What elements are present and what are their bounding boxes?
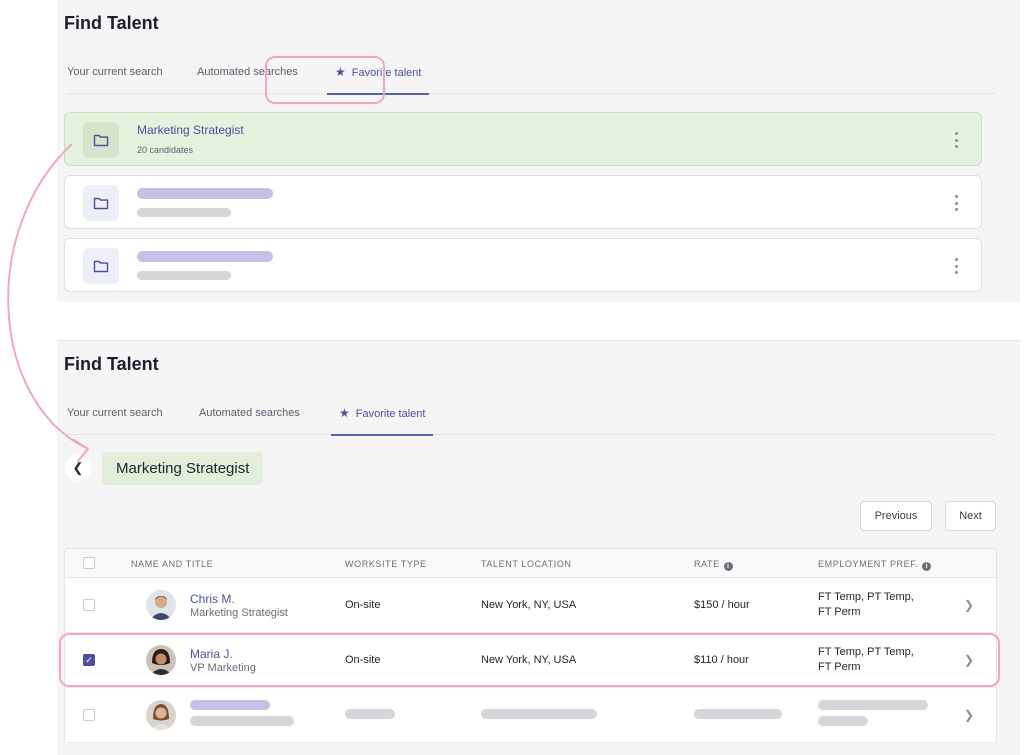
select-all-checkbox[interactable]	[83, 557, 95, 569]
next-button[interactable]: Next	[945, 501, 996, 531]
info-icon[interactable]: i	[723, 562, 733, 571]
favorites-list-panel: Find Talent Your current search Automate…	[57, 0, 1020, 302]
chevron-right-icon[interactable]: ❯	[963, 653, 974, 667]
table-row[interactable]: Chris M. Marketing Strategist On-site Ne…	[64, 578, 997, 633]
skeleton-location	[481, 709, 597, 719]
tab-bar: Your current search Automated searches ★…	[67, 54, 996, 95]
folder-detail-panel: Find Talent Your current search Automate…	[57, 340, 1020, 755]
folder-icon	[83, 185, 119, 221]
rate: $110 / hour	[694, 654, 749, 666]
avatar	[146, 700, 176, 730]
folder-name: Marketing Strategist	[137, 123, 244, 137]
skeleton-count	[137, 208, 231, 217]
tab-highlight-annotation	[265, 56, 385, 104]
skeleton-count	[137, 271, 231, 280]
folder-title-chip: Marketing Strategist	[102, 452, 264, 485]
employment-pref-line1: FT Temp, PT Temp,	[818, 591, 914, 603]
employment-pref-line2: FT Perm	[818, 661, 861, 673]
kebab-menu-icon[interactable]	[953, 195, 959, 211]
header-rate: RATE i	[694, 559, 733, 571]
skeleton-name	[137, 188, 273, 199]
star-icon: ★	[335, 65, 346, 79]
folder-row-placeholder[interactable]	[64, 238, 982, 292]
employment-pref-line1: FT Temp, PT Temp,	[818, 646, 914, 658]
tab-favorite-talent[interactable]: ★ Favorite talent	[330, 395, 434, 436]
table-row[interactable]: ✓ Maria J. VP Marketing On-site New York…	[64, 633, 997, 688]
candidate-title: Marketing Strategist	[190, 607, 288, 619]
table-header: NAME AND TITLE WORKSITE TYPE TALENT LOCA…	[64, 548, 997, 578]
tab-bar: Your current search Automated searches ★…	[67, 395, 996, 436]
row-checkbox[interactable]	[83, 709, 95, 721]
folder-candidate-count: 20 candidates	[137, 145, 194, 155]
tab-automated-searches[interactable]: Automated searches	[197, 66, 298, 78]
back-chevron-icon: ❮	[72, 460, 84, 475]
folder-icon	[83, 122, 119, 158]
rate: $150 / hour	[694, 599, 750, 611]
row-checkbox[interactable]	[83, 599, 95, 611]
row-checkbox[interactable]: ✓	[83, 654, 95, 666]
chevron-right-icon[interactable]: ❯	[963, 598, 974, 612]
check-icon: ✓	[85, 655, 93, 665]
info-icon[interactable]: i	[922, 562, 932, 571]
tab-current-search[interactable]: Your current search	[67, 407, 163, 419]
header-worksite: WORKSITE TYPE	[345, 559, 427, 569]
worksite-type: On-site	[345, 654, 381, 666]
skeleton-name	[190, 700, 270, 710]
previous-button[interactable]: Previous	[860, 501, 932, 531]
worksite-type: On-site	[345, 599, 381, 611]
folder-icon	[83, 248, 119, 284]
candidate-name[interactable]: Maria J.	[190, 647, 233, 661]
skeleton-title	[190, 716, 294, 726]
avatar	[146, 590, 176, 620]
star-icon: ★	[339, 406, 350, 420]
header-employment-label: EMPLOYMENT PREF.	[818, 559, 919, 569]
tab-favorite-talent-label: Favorite talent	[351, 67, 422, 79]
kebab-menu-icon[interactable]	[953, 132, 959, 148]
back-button[interactable]: ❮	[65, 455, 91, 481]
skeleton-name	[137, 251, 273, 262]
skeleton-worksite	[345, 709, 395, 719]
candidate-name[interactable]: Chris M.	[190, 592, 235, 606]
chevron-right-icon[interactable]: ❯	[963, 708, 974, 722]
page-title: Find Talent	[64, 13, 159, 33]
employment-pref-line2: FT Perm	[818, 606, 861, 618]
header-name: NAME AND TITLE	[131, 559, 214, 569]
skeleton-rate	[694, 709, 782, 719]
table-row-placeholder[interactable]: ❯	[64, 688, 997, 743]
folder-row-placeholder[interactable]	[64, 175, 982, 229]
page-title: Find Talent	[64, 354, 159, 374]
folder-row-marketing-strategist[interactable]: Marketing Strategist 20 candidates	[64, 112, 982, 166]
tab-automated-searches[interactable]: Automated searches	[199, 407, 300, 419]
candidates-table: NAME AND TITLE WORKSITE TYPE TALENT LOCA…	[64, 548, 997, 743]
avatar	[146, 645, 176, 675]
header-location: TALENT LOCATION	[481, 559, 572, 569]
talent-location: New York, NY, USA	[481, 654, 577, 666]
skeleton-employment	[818, 700, 928, 710]
tab-favorite-talent-label: Favorite talent	[355, 408, 426, 420]
tab-current-search[interactable]: Your current search	[67, 66, 163, 78]
header-employment: EMPLOYMENT PREF. i	[818, 559, 932, 571]
candidate-title: VP Marketing	[190, 662, 256, 674]
talent-location: New York, NY, USA	[481, 599, 577, 611]
row-highlight-annotation	[59, 633, 1000, 687]
skeleton-employment	[818, 716, 868, 726]
header-rate-label: RATE	[694, 559, 720, 569]
kebab-menu-icon[interactable]	[953, 258, 959, 274]
